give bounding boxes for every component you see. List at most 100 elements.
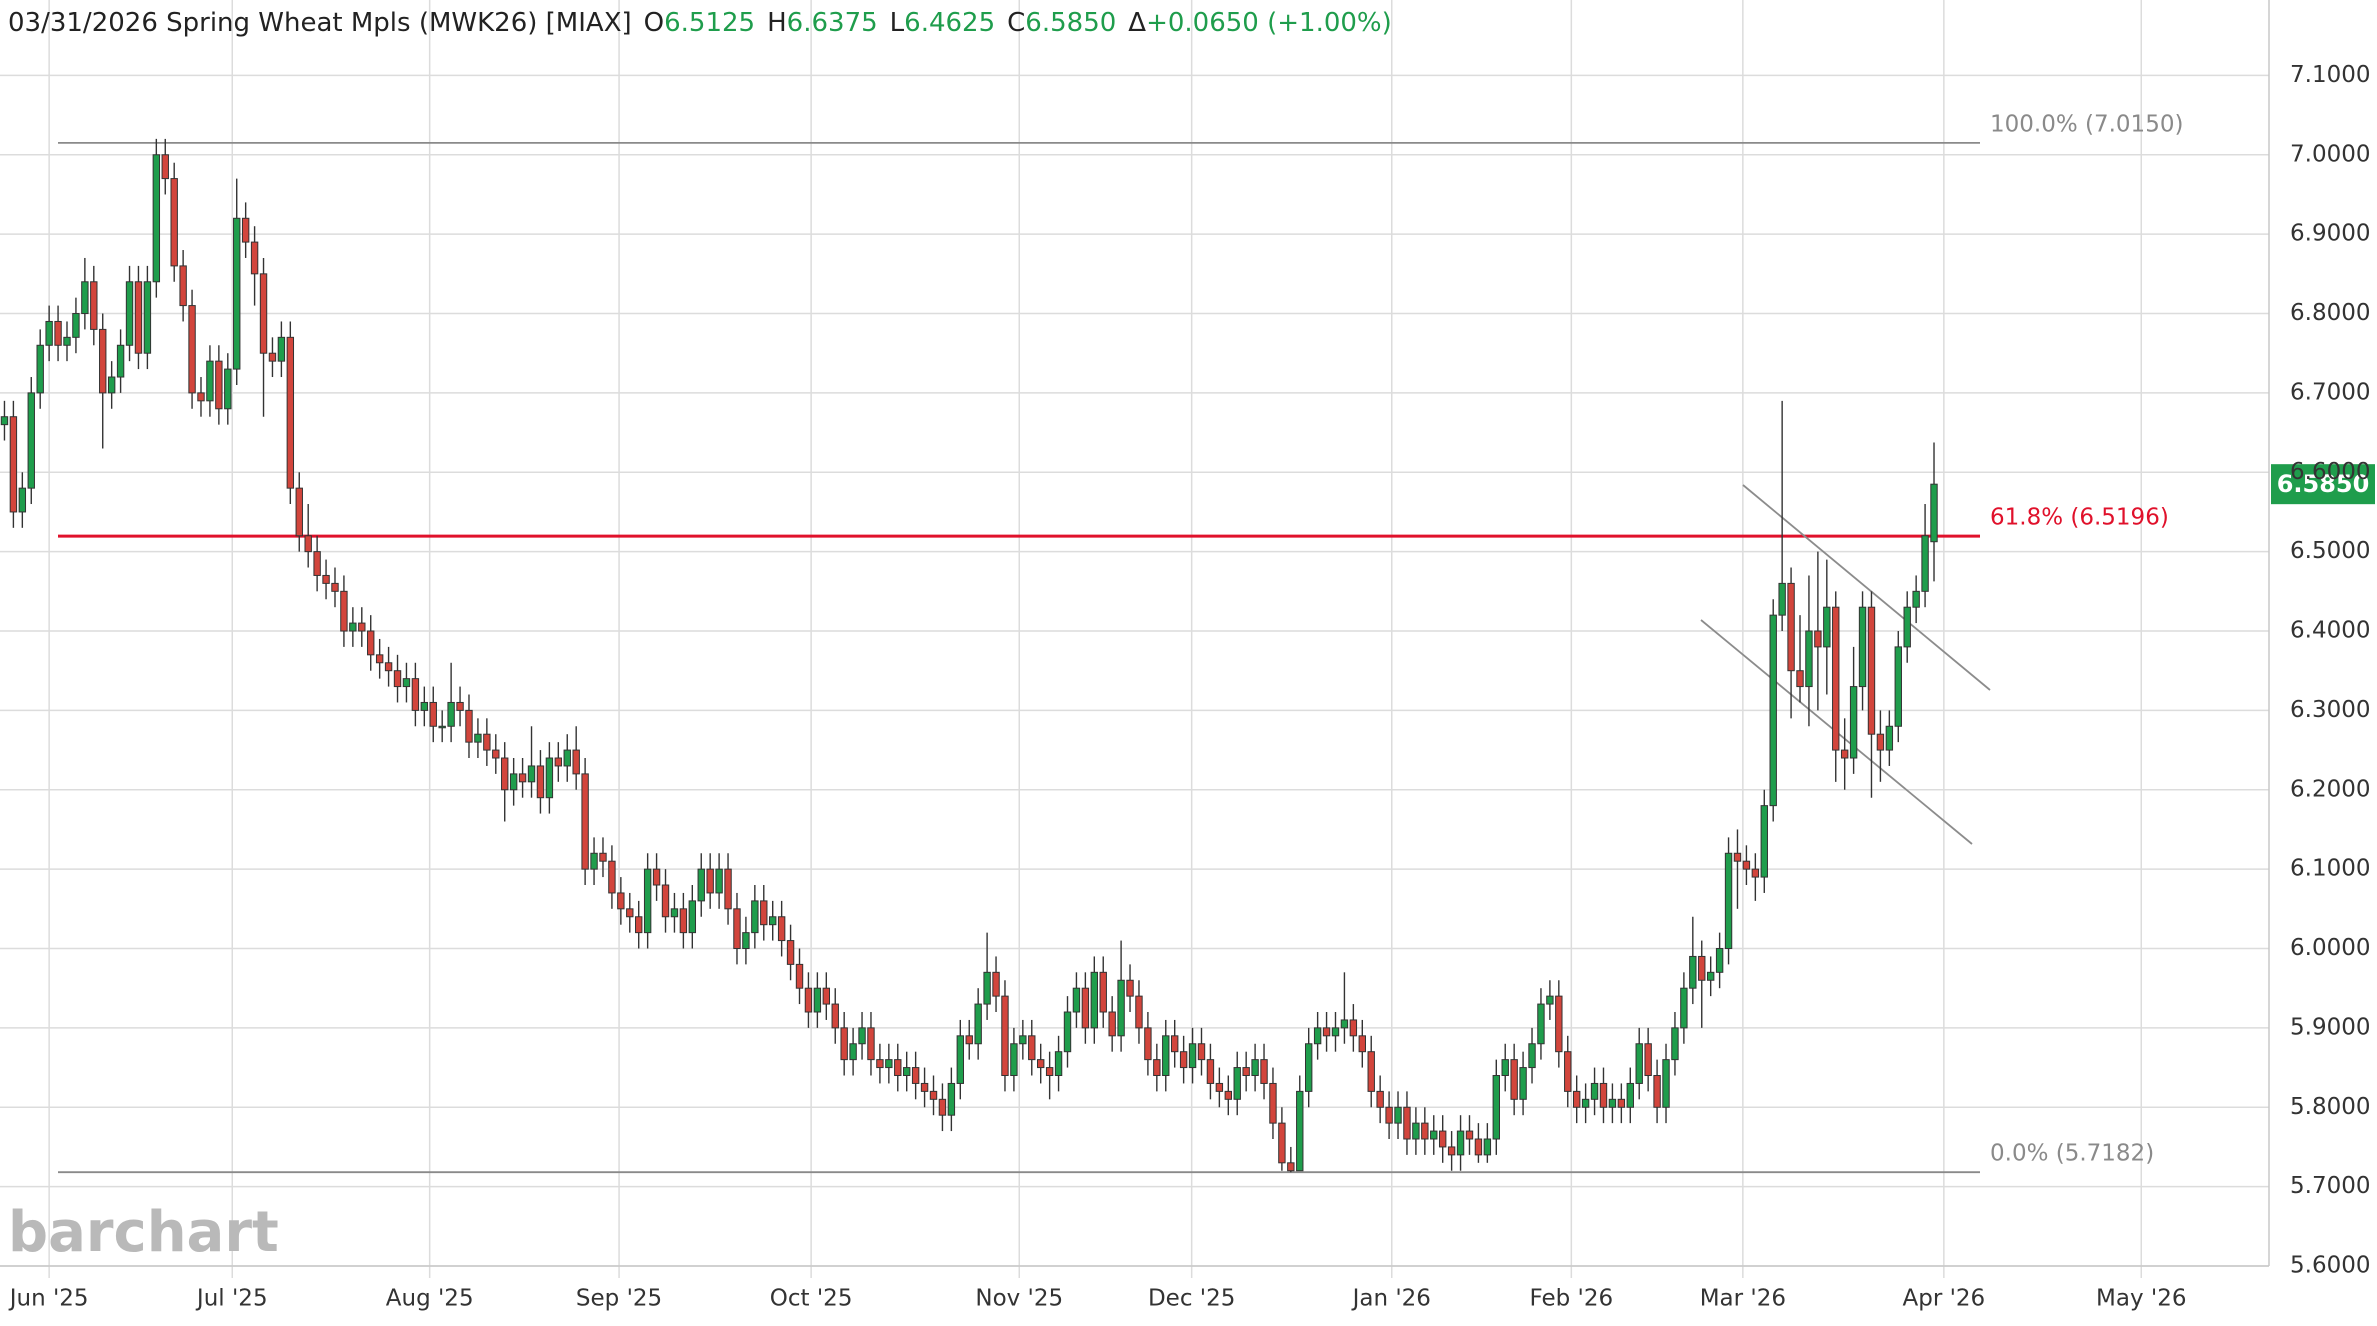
candle-body bbox=[1555, 995, 1563, 1053]
candle-body bbox=[99, 328, 107, 394]
candle-body bbox=[501, 757, 509, 791]
candle-body bbox=[1572, 1090, 1581, 1108]
y-tick-label: 6.6000 bbox=[2290, 459, 2370, 485]
candle-body bbox=[983, 971, 991, 1005]
candle-body bbox=[1153, 1059, 1161, 1077]
candle-body bbox=[1010, 1043, 1018, 1077]
candle-body bbox=[715, 868, 723, 894]
candle-body bbox=[152, 154, 161, 283]
candle-body bbox=[1823, 606, 1831, 648]
candle-body bbox=[1608, 1098, 1617, 1108]
candle-body bbox=[813, 987, 822, 1013]
candle-body bbox=[599, 852, 607, 862]
candle-body bbox=[1680, 987, 1688, 1029]
candle-body bbox=[670, 908, 679, 918]
candle-body bbox=[1590, 1082, 1599, 1100]
candle-body bbox=[1840, 749, 1849, 759]
candle-body bbox=[1519, 1067, 1527, 1100]
candle-body bbox=[867, 1027, 875, 1061]
y-tick-label: 6.2000 bbox=[2290, 776, 2370, 802]
candle-body bbox=[286, 336, 295, 489]
candle-body bbox=[554, 757, 563, 767]
candle-body bbox=[911, 1067, 920, 1084]
candle-body bbox=[45, 320, 53, 346]
y-tick-label: 5.9000 bbox=[2290, 1014, 2370, 1040]
x-tick-label: Jan '26 bbox=[1351, 1286, 1431, 1312]
candle-body bbox=[206, 360, 214, 402]
candle-body bbox=[27, 392, 35, 489]
candle-body bbox=[1260, 1059, 1268, 1084]
candle-body bbox=[1546, 995, 1554, 1005]
candle-body bbox=[822, 987, 831, 1005]
candle-body bbox=[974, 1003, 982, 1045]
candle-body bbox=[81, 281, 89, 315]
candle-body bbox=[304, 535, 312, 553]
candle-body bbox=[322, 574, 330, 584]
candle-body bbox=[1394, 1106, 1402, 1124]
x-tick-label: Feb '26 bbox=[1530, 1286, 1614, 1312]
candle-body bbox=[349, 622, 357, 632]
candle-body bbox=[1162, 1035, 1170, 1077]
candle-body bbox=[1090, 971, 1099, 1029]
candle-body bbox=[635, 916, 643, 934]
candle-body bbox=[1072, 987, 1081, 1013]
candle-body bbox=[590, 852, 598, 870]
candle-body bbox=[885, 1059, 893, 1069]
candle-body bbox=[1099, 971, 1107, 1013]
channel-upper bbox=[1742, 484, 1991, 691]
candle-body bbox=[170, 178, 178, 267]
y-tick-label: 6.3000 bbox=[2290, 697, 2370, 723]
candle-body bbox=[1313, 1027, 1322, 1045]
candle-body bbox=[1903, 606, 1911, 648]
candle-body bbox=[90, 281, 98, 330]
candle-body bbox=[1367, 1051, 1375, 1092]
x-tick-label: Apr '26 bbox=[1902, 1286, 1985, 1312]
candle-body bbox=[1832, 606, 1840, 751]
candle-body bbox=[447, 701, 455, 727]
candle-body bbox=[1742, 860, 1751, 870]
candle-body bbox=[527, 765, 536, 783]
candle-body bbox=[849, 1043, 857, 1061]
candle-body bbox=[688, 900, 697, 934]
candle-body bbox=[1045, 1067, 1054, 1077]
candle-body bbox=[965, 1035, 973, 1045]
candle-body bbox=[134, 281, 143, 354]
candle-body bbox=[241, 217, 250, 243]
candle-body bbox=[1760, 805, 1768, 878]
candle-body bbox=[1135, 995, 1143, 1029]
candle-body bbox=[1778, 582, 1786, 616]
candle-body bbox=[1876, 733, 1885, 751]
fib-level-label: 61.8% (6.5196) bbox=[1990, 505, 2169, 531]
candle-body bbox=[876, 1059, 884, 1069]
candle-body bbox=[259, 273, 268, 354]
candle-body bbox=[742, 932, 750, 950]
last-price-box bbox=[2271, 464, 2375, 505]
candle-body bbox=[1805, 630, 1813, 688]
candle-body bbox=[545, 757, 554, 799]
candle-body bbox=[661, 884, 670, 918]
header-value: 6.6375 bbox=[787, 8, 878, 38]
header-key: C bbox=[1007, 8, 1025, 38]
candle-body bbox=[1117, 979, 1125, 1037]
candle-body bbox=[956, 1035, 965, 1084]
candle-body bbox=[929, 1090, 938, 1100]
candle-body bbox=[1626, 1082, 1634, 1108]
candle-body bbox=[295, 487, 303, 537]
y-tick-label: 5.7000 bbox=[2290, 1173, 2370, 1199]
candle-body bbox=[465, 709, 473, 743]
candle-body bbox=[1349, 1019, 1358, 1037]
candle-body bbox=[268, 352, 277, 362]
candle-body bbox=[215, 360, 223, 410]
candle-body bbox=[1188, 1043, 1197, 1069]
candle-body bbox=[438, 725, 446, 729]
candle-body bbox=[63, 336, 71, 346]
fib-level-label: 0.0% (5.7182) bbox=[1990, 1141, 2154, 1167]
fib-levels: 100.0% (7.0150) 61.8% (6.5196) 0.0% (5.718… bbox=[58, 111, 2183, 1174]
header-key: L bbox=[890, 8, 905, 38]
candle-body bbox=[679, 908, 688, 934]
header-value: 6.5850 bbox=[1025, 8, 1116, 38]
candle-body bbox=[250, 241, 259, 275]
candle-body bbox=[1930, 483, 1938, 543]
candle-body bbox=[1814, 630, 1822, 648]
candle-body bbox=[1447, 1146, 1456, 1156]
